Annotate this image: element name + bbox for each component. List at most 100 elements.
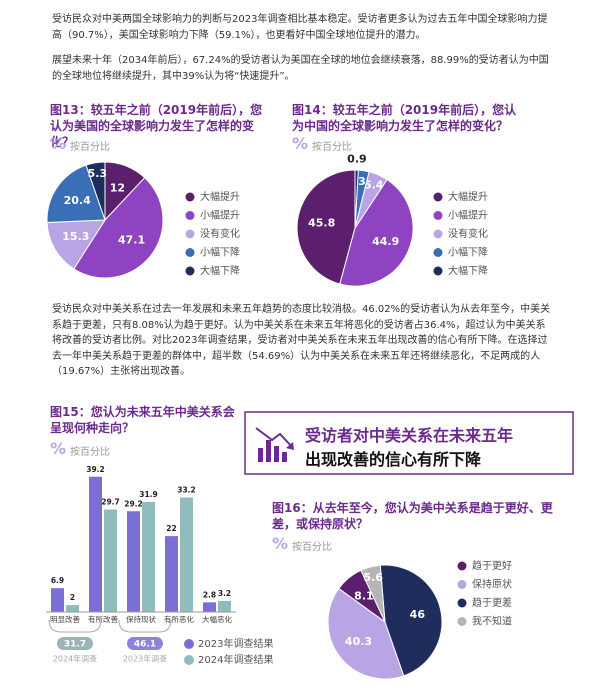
data-label: 12 <box>110 182 125 195</box>
legend-label: 大幅下降 <box>200 264 240 277</box>
pie-slice <box>73 176 164 279</box>
data-label: 46 <box>410 608 426 621</box>
legend-label: 2024年调查结果 <box>198 653 273 666</box>
pie-slice <box>360 564 386 623</box>
data-label: 2 <box>70 593 75 602</box>
legend-label: 小幅下降 <box>200 246 240 259</box>
legend-marker <box>433 211 443 220</box>
legend-marker <box>457 617 467 626</box>
figure-title: 图16：从去年至今，您认为美中关系是趋于更好、更差，或保持原状？ <box>272 501 553 531</box>
legend-marker <box>185 266 195 276</box>
bar <box>142 501 155 612</box>
bar <box>127 511 140 612</box>
data-label: 15.3 <box>62 230 89 243</box>
paragraph: 受访民众对中美两国全球影响力的判断与2023年调查相比基本稳定。受访者更多认为过… <box>52 14 548 41</box>
pie-slice <box>354 169 359 229</box>
data-label: 8.1 <box>354 590 374 603</box>
unit-label: 按百分比 <box>312 142 352 153</box>
unit-symbol: % <box>272 534 289 553</box>
data-label: 2.8 <box>203 590 216 599</box>
unit-label: 按百分比 <box>292 542 332 553</box>
data-label: 29.7 <box>101 498 120 507</box>
bar <box>165 536 178 612</box>
legend-marker <box>185 211 195 220</box>
unit-symbol: % <box>50 134 67 153</box>
legend-label: 趋于更好 <box>472 559 512 572</box>
pie-slice <box>296 169 356 285</box>
legend-marker <box>185 248 195 257</box>
pie-slice <box>85 161 106 221</box>
legend-marker <box>184 655 194 665</box>
data-label: 6.9 <box>51 576 64 585</box>
annotation-pill <box>57 637 93 650</box>
annotation-value: 46.1 <box>134 640 156 650</box>
unit-label: 按百分比 <box>70 447 110 458</box>
data-label: 5.3 <box>88 167 108 180</box>
banner-icon <box>255 427 294 462</box>
legend-marker <box>185 229 195 239</box>
legend-label: 我不知道 <box>472 615 512 628</box>
legend-marker <box>184 639 194 649</box>
annotation-label: 2023年调查 <box>123 654 167 664</box>
data-label: 31.9 <box>139 490 158 499</box>
unit-symbol: % <box>292 134 309 153</box>
pie-slice <box>46 219 106 270</box>
bar <box>66 605 79 612</box>
legend-label: 2023年调查结果 <box>198 637 273 650</box>
pie-slice <box>379 564 443 677</box>
data-label: 44.9 <box>372 235 399 248</box>
x-tick-label: 明显改善 <box>50 614 80 624</box>
data-label: 45.8 <box>308 217 335 230</box>
bar <box>218 600 231 612</box>
data-label: 40.3 <box>345 635 372 648</box>
paragraph: 受访民众对中美关系在过去一年发展和未来五年趋势的态度比较消极。46.02%的受访… <box>52 304 551 377</box>
data-label: 3.2 <box>218 589 231 598</box>
data-label: 0.9 <box>347 153 367 166</box>
legend-label: 没有变化 <box>200 227 240 240</box>
legend-label: 小幅下降 <box>448 246 488 259</box>
paragraph: 展望未来十年（2034年前后），67.24%的受访者认为美国在全球的地位会继续衰… <box>52 55 549 82</box>
bar <box>203 602 216 612</box>
legend-marker <box>433 266 443 276</box>
bar <box>89 476 102 612</box>
pie-slice <box>339 178 414 287</box>
legend-marker <box>433 192 443 202</box>
bracket <box>118 619 172 633</box>
bracket <box>48 619 102 633</box>
banner-line: 出现改善的信心有所下降 <box>305 450 482 469</box>
bar <box>180 497 193 612</box>
annotation-value: 31.7 <box>64 640 86 650</box>
legend-label: 大幅提升 <box>200 190 240 203</box>
legend-label: 大幅提升 <box>448 190 488 203</box>
legend-marker <box>433 229 443 239</box>
legend-marker <box>457 598 467 608</box>
banner-line: 受访者对中美关系在未来五年 <box>305 426 514 445</box>
data-label: 5.6 <box>364 571 384 584</box>
x-tick-label: 有所改善 <box>88 614 118 624</box>
legend-label: 没有变化 <box>448 227 488 240</box>
annotation-pill <box>127 637 163 650</box>
data-label: 5.4 <box>364 179 384 192</box>
legend-marker <box>433 248 443 257</box>
legend-label: 小幅提升 <box>200 209 240 222</box>
data-label: 33.2 <box>177 485 196 494</box>
unit-label: 按百分比 <box>70 142 110 153</box>
data-label: 29.2 <box>124 499 143 508</box>
data-label: 3 <box>358 175 366 188</box>
data-label: 22 <box>166 524 176 533</box>
pie-slice <box>327 587 405 680</box>
legend-marker <box>457 580 467 589</box>
legend-label: 小幅提升 <box>448 209 488 222</box>
figure-title: 图15：您认为未来五年中美关系会呈现何种走向？ <box>50 405 235 435</box>
banner-box <box>244 411 574 475</box>
data-label: 39.2 <box>86 465 105 474</box>
x-tick-label: 大幅恶化 <box>202 614 232 624</box>
figure-title: 图13：较五年之前（2019年前后），您认为美国的全球影响力发生了怎样的变化？ <box>50 103 263 149</box>
annotation-label: 2024年调查 <box>53 654 97 664</box>
legend-marker <box>185 192 195 202</box>
unit-symbol: % <box>50 439 67 458</box>
x-tick-label: 保持现状 <box>126 614 156 624</box>
legend-label: 保持原状 <box>472 578 512 591</box>
